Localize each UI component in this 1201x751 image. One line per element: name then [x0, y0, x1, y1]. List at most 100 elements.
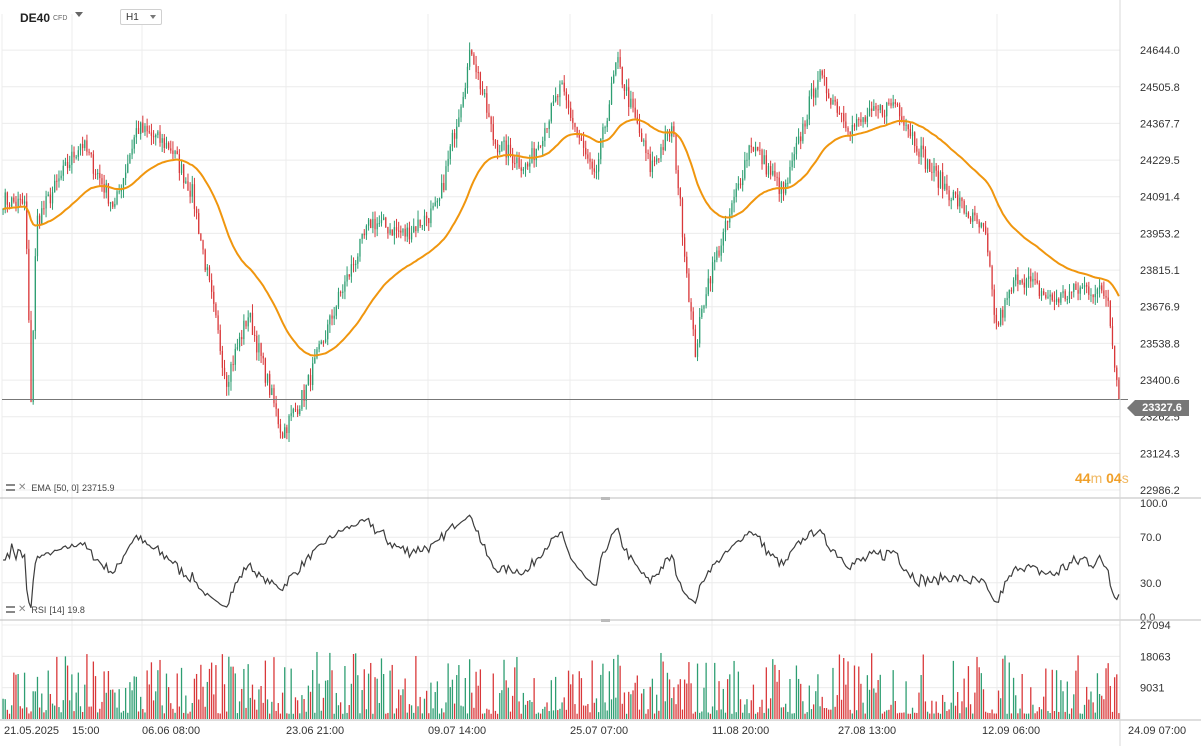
candle	[266, 373, 269, 386]
candle	[41, 201, 43, 226]
candle	[391, 229, 393, 236]
volume-bar	[535, 713, 537, 719]
candle-body	[1118, 379, 1120, 400]
candle	[789, 160, 791, 184]
volume-bar	[649, 686, 651, 719]
candle	[1049, 290, 1051, 305]
volume-bar	[615, 697, 617, 719]
volume-bar	[643, 688, 645, 719]
candle-body	[79, 143, 82, 151]
candle-body	[167, 142, 170, 149]
candle-body	[1058, 298, 1060, 303]
indicator-settings-icon[interactable]	[6, 484, 15, 491]
volume-bar	[204, 706, 206, 719]
volume-bar	[731, 713, 733, 719]
candle-body	[34, 256, 36, 331]
candle	[567, 94, 570, 115]
candle	[292, 407, 294, 418]
candle	[1012, 277, 1015, 294]
candle	[284, 423, 286, 439]
candle	[791, 152, 793, 171]
candle	[675, 132, 677, 174]
volume-bar	[557, 710, 559, 719]
volume-bar	[976, 656, 978, 719]
volume-bar	[66, 665, 69, 719]
candle	[752, 146, 755, 153]
candle	[838, 106, 841, 115]
candle-body	[187, 181, 189, 191]
price-axis-tick-label: 23815.1	[1140, 265, 1180, 277]
candle-body	[210, 280, 213, 292]
candle-body	[851, 124, 853, 135]
candle-body	[152, 135, 155, 138]
candle	[238, 332, 241, 352]
candle-body	[894, 102, 896, 104]
candle-body	[1000, 309, 1002, 325]
candle	[269, 370, 271, 398]
candle	[462, 91, 464, 108]
symbol-dropdown-caret-icon[interactable]	[75, 12, 83, 17]
candle	[982, 222, 985, 232]
candle-body	[180, 164, 183, 174]
candle-body	[976, 215, 978, 222]
symbol-name[interactable]: DE40	[20, 11, 51, 25]
candle-body	[269, 374, 271, 395]
volume-bar	[948, 709, 950, 719]
close-icon[interactable]: ✕	[18, 482, 27, 493]
time-axis-tick-label: 27.08 13:00	[838, 725, 896, 737]
candle-body	[757, 146, 759, 151]
volume-bar	[868, 689, 871, 719]
volume-bar	[202, 686, 204, 719]
volume-bar	[142, 709, 144, 719]
volume-bar	[550, 680, 552, 719]
candle-body	[400, 230, 402, 233]
candle	[49, 187, 52, 209]
candle-body	[202, 240, 204, 250]
candle-body	[316, 349, 318, 358]
candle	[460, 104, 462, 123]
volume-bar	[314, 712, 316, 719]
candle	[782, 181, 785, 201]
candle-body	[148, 131, 150, 133]
candle-body	[114, 203, 116, 207]
candle-body	[314, 357, 316, 364]
volume-bar	[344, 666, 346, 719]
candle-body	[243, 320, 245, 340]
volume-bar	[769, 698, 772, 719]
volume-bar	[301, 695, 303, 719]
volume-bar	[492, 673, 494, 719]
price-axis-tick-label: 23538.8	[1140, 338, 1180, 350]
candle	[79, 143, 82, 156]
candle	[256, 330, 258, 361]
candle-body	[359, 238, 361, 257]
candle	[1066, 295, 1068, 305]
volume-bar	[339, 702, 342, 719]
volume-bar	[832, 667, 834, 719]
volume-bar	[159, 659, 161, 719]
candle-body	[552, 101, 555, 104]
volume-bar	[1045, 668, 1047, 719]
chevron-down-icon	[150, 15, 156, 19]
volume-bar	[477, 685, 479, 719]
candle	[105, 179, 107, 199]
candle-body	[537, 145, 540, 149]
candle-body	[395, 227, 398, 231]
candle	[832, 94, 834, 105]
candle-body	[668, 131, 671, 137]
volume-bar	[742, 712, 744, 719]
candle	[150, 123, 153, 146]
candle-body	[410, 232, 413, 240]
volume-bar	[625, 713, 628, 719]
candle-body	[398, 230, 400, 232]
time-axis-tick-label: 09.07 14:00	[428, 725, 486, 737]
volume-bar	[290, 668, 292, 719]
candle	[804, 120, 806, 135]
candle	[703, 304, 705, 313]
candle-body	[613, 74, 615, 83]
close-icon[interactable]: ✕	[18, 604, 27, 615]
candle-body	[911, 132, 914, 137]
timeframe-select[interactable]: H1	[120, 9, 162, 25]
indicator-settings-icon[interactable]	[6, 606, 15, 613]
